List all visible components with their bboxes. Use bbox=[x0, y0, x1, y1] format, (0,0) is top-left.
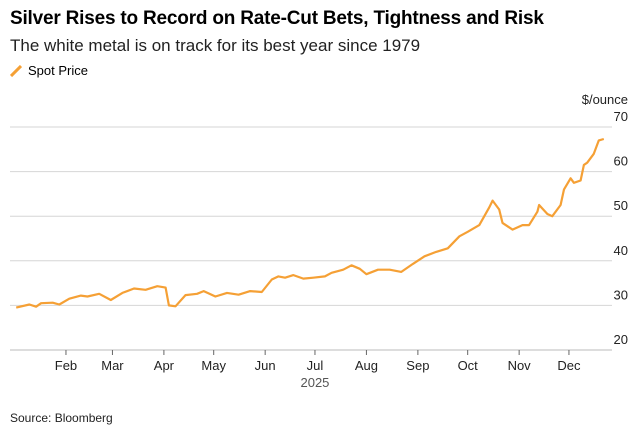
y-tick-label: 20 bbox=[614, 332, 628, 347]
chart-plot: 20 30 40 50 60 70 $/ounce Feb Mar Apr May Jun Jul Aug… bbox=[10, 92, 628, 390]
y-tick-label: 60 bbox=[614, 154, 628, 169]
x-tick-label: Jun bbox=[255, 358, 276, 373]
x-tick-label: Sep bbox=[406, 358, 429, 373]
chart-subtitle: The white metal is on track for its best… bbox=[10, 36, 421, 55]
y-tick-label: 30 bbox=[614, 287, 628, 302]
legend-line-icon bbox=[10, 64, 22, 77]
x-tick-label: Apr bbox=[154, 358, 175, 373]
x-tick-label: Aug bbox=[355, 358, 378, 373]
legend: Spot Price bbox=[10, 63, 88, 78]
x-tick-label: Mar bbox=[101, 358, 124, 373]
series-line-spot-price bbox=[15, 137, 605, 309]
x-axis-year-label: 2025 bbox=[300, 375, 329, 390]
x-tick-label: May bbox=[201, 358, 226, 373]
legend-label: Spot Price bbox=[28, 63, 88, 78]
x-tick-label: Dec bbox=[557, 358, 581, 373]
x-tick-label: Feb bbox=[55, 358, 77, 373]
x-tick-label: Nov bbox=[508, 358, 532, 373]
y-tick-label: 50 bbox=[614, 198, 628, 213]
y-tick-label: 40 bbox=[614, 243, 628, 258]
source-note: Source: Bloomberg bbox=[10, 411, 113, 425]
y-axis-unit: $/ounce bbox=[582, 92, 628, 107]
x-tick-label: Oct bbox=[458, 358, 479, 373]
chart-title: Silver Rises to Record on Rate-Cut Bets,… bbox=[10, 8, 544, 29]
x-tick-label: Jul bbox=[307, 358, 324, 373]
y-tick-label: 70 bbox=[614, 109, 628, 124]
